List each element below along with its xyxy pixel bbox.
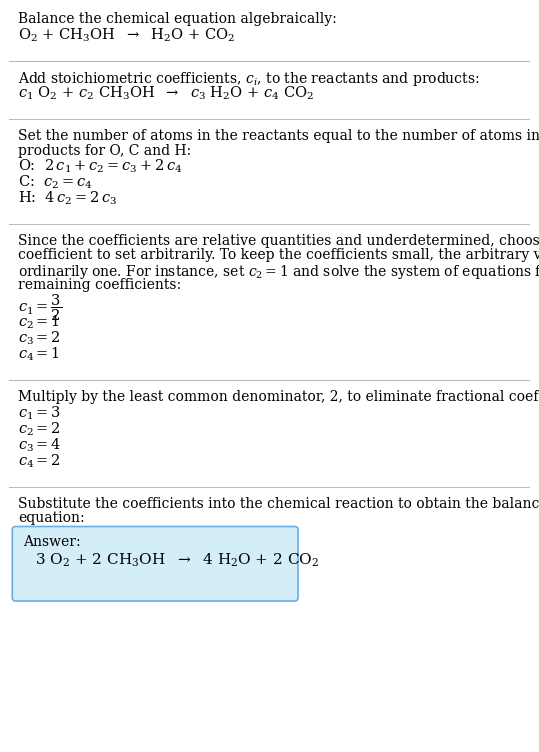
Text: Answer:: Answer: bbox=[23, 535, 81, 550]
Text: $c_1 = \dfrac{3}{2}$: $c_1 = \dfrac{3}{2}$ bbox=[18, 292, 62, 323]
Text: Since the coefficients are relative quantities and underdetermined, choose a: Since the coefficients are relative quan… bbox=[18, 234, 539, 248]
Text: $c_4 = 2$: $c_4 = 2$ bbox=[18, 453, 61, 470]
Text: $c_2 = 2$: $c_2 = 2$ bbox=[18, 420, 61, 438]
Text: Set the number of atoms in the reactants equal to the number of atoms in the: Set the number of atoms in the reactants… bbox=[18, 129, 539, 143]
Text: coefficient to set arbitrarily. To keep the coefficients small, the arbitrary va: coefficient to set arbitrarily. To keep … bbox=[18, 248, 539, 262]
Text: $c_3 = 4$: $c_3 = 4$ bbox=[18, 436, 61, 454]
Text: 3 O$_2$ + 2 CH$_3$OH  $\rightarrow$  4 H$_2$O + 2 CO$_2$: 3 O$_2$ + 2 CH$_3$OH $\rightarrow$ 4 H$_… bbox=[35, 552, 320, 569]
Text: products for O, C and H:: products for O, C and H: bbox=[18, 144, 191, 157]
Text: C:  $c_2 = c_4$: C: $c_2 = c_4$ bbox=[18, 174, 93, 192]
Text: ordinarily one. For instance, set $c_2 = 1$ and solve the system of equations fo: ordinarily one. For instance, set $c_2 =… bbox=[18, 263, 539, 281]
Text: Balance the chemical equation algebraically:: Balance the chemical equation algebraica… bbox=[18, 12, 337, 26]
Text: Multiply by the least common denominator, 2, to eliminate fractional coefficient: Multiply by the least common denominator… bbox=[18, 390, 539, 404]
Text: Add stoichiometric coefficients, $c_i$, to the reactants and products:: Add stoichiometric coefficients, $c_i$, … bbox=[18, 71, 480, 89]
Text: Substitute the coefficients into the chemical reaction to obtain the balanced: Substitute the coefficients into the che… bbox=[18, 496, 539, 511]
FancyBboxPatch shape bbox=[12, 526, 298, 601]
Text: $c_1$ O$_2$ + $c_2$ CH$_3$OH  $\rightarrow$  $c_3$ H$_2$O + $c_4$ CO$_2$: $c_1$ O$_2$ + $c_2$ CH$_3$OH $\rightarro… bbox=[18, 85, 314, 102]
Text: equation:: equation: bbox=[18, 511, 85, 525]
Text: $c_4 = 1$: $c_4 = 1$ bbox=[18, 346, 60, 363]
Text: O$_2$ + CH$_3$OH  $\rightarrow$  H$_2$O + CO$_2$: O$_2$ + CH$_3$OH $\rightarrow$ H$_2$O + … bbox=[18, 26, 235, 44]
Text: $c_3 = 2$: $c_3 = 2$ bbox=[18, 330, 61, 347]
Text: $c_1 = 3$: $c_1 = 3$ bbox=[18, 405, 61, 422]
Text: H:  $4\,c_2 = 2\,c_3$: H: $4\,c_2 = 2\,c_3$ bbox=[18, 190, 117, 208]
Text: remaining coefficients:: remaining coefficients: bbox=[18, 277, 181, 292]
Text: O:  $2\,c_1 + c_2 = c_3 + 2\,c_4$: O: $2\,c_1 + c_2 = c_3 + 2\,c_4$ bbox=[18, 158, 183, 175]
Text: $c_2 = 1$: $c_2 = 1$ bbox=[18, 314, 60, 332]
